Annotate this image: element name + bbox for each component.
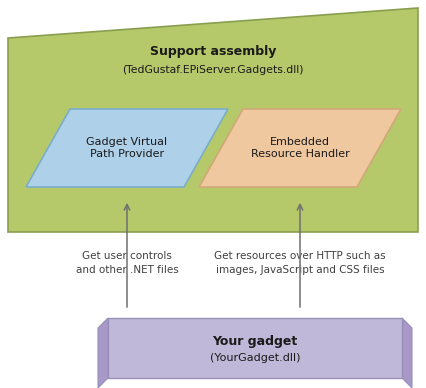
Text: Your gadget: Your gadget xyxy=(213,334,298,348)
Text: Gadget Virtual
Path Provider: Gadget Virtual Path Provider xyxy=(86,137,167,159)
Text: Embedded
Resource Handler: Embedded Resource Handler xyxy=(250,137,349,159)
Text: Get resources over HTTP such as
images, JavaScript and CSS files: Get resources over HTTP such as images, … xyxy=(214,251,386,275)
Polygon shape xyxy=(8,8,418,232)
Text: (TedGustaf.EPiServer.Gadgets.dll): (TedGustaf.EPiServer.Gadgets.dll) xyxy=(122,65,304,75)
Text: Get user controls
and other .NET files: Get user controls and other .NET files xyxy=(76,251,178,275)
Text: Support assembly: Support assembly xyxy=(150,45,276,59)
Bar xyxy=(108,318,402,378)
Polygon shape xyxy=(26,109,228,187)
Polygon shape xyxy=(199,109,401,187)
Polygon shape xyxy=(402,318,412,388)
Text: (YourGadget.dll): (YourGadget.dll) xyxy=(210,353,300,363)
Polygon shape xyxy=(98,318,108,388)
